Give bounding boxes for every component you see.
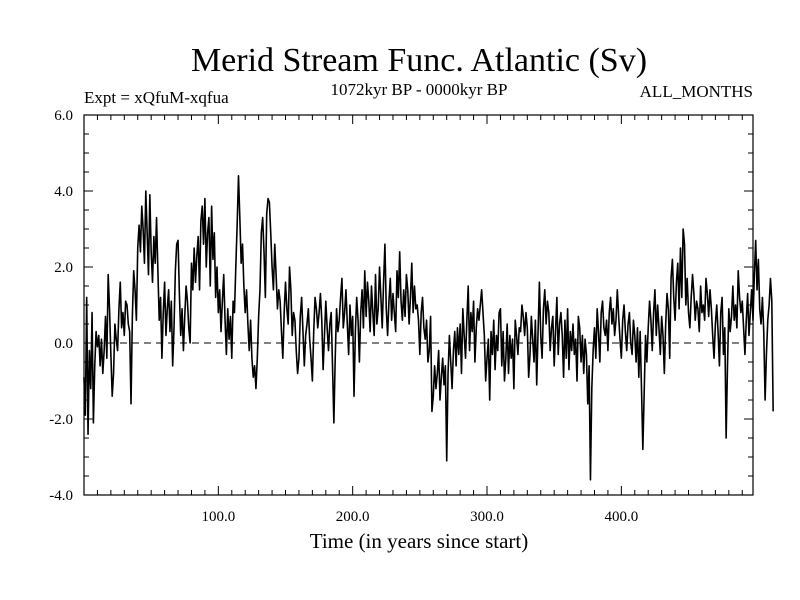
y-tick-label: 4.0 xyxy=(54,184,73,200)
x-tick-label: 400.0 xyxy=(604,509,638,525)
plot-frame xyxy=(83,114,754,496)
x-tick-label: 200.0 xyxy=(336,509,370,525)
y-tick-label: 6.0 xyxy=(54,108,73,124)
y-tick-label: 2.0 xyxy=(54,260,73,276)
x-tick-label: 100.0 xyxy=(201,509,235,525)
x-tick-label: 300.0 xyxy=(470,509,504,525)
months-label: ALL_MONTHS xyxy=(640,82,753,101)
experiment-label: Expt = xQfuM-xqfua xyxy=(84,88,229,107)
time-range-label: 1072kyr BP - 0000kyr BP xyxy=(331,80,508,99)
series-line xyxy=(83,175,774,481)
x-axis-ticks: 100.0 200.0 300.0 400.0 xyxy=(96,115,743,525)
chart-title: Merid Stream Func. Atlantic (Sv) xyxy=(191,42,647,79)
y-tick-label: -4.0 xyxy=(49,488,73,504)
y-tick-label: -2.0 xyxy=(49,412,73,428)
x-axis-label: Time (in years since start) xyxy=(310,529,529,553)
y-tick-label: 0.0 xyxy=(54,336,73,352)
